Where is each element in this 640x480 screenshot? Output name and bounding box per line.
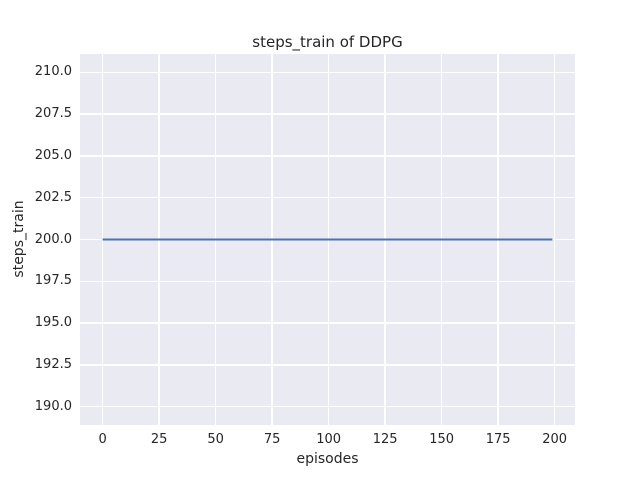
y-gridline: [80, 71, 575, 74]
y-gridline: [80, 364, 575, 366]
x-tick-label: 150: [429, 432, 455, 447]
y-tick-label: 190.0: [34, 398, 72, 414]
y-gridline: [80, 322, 575, 324]
y-tick-label: 195.0: [34, 315, 72, 331]
y-tick-label: 207.5: [34, 106, 72, 122]
x-tick-label: 50: [207, 432, 224, 447]
x-tick-label: 175: [485, 432, 511, 447]
x-tick-label: 125: [372, 432, 398, 447]
y-gridline: [80, 280, 575, 283]
y-tick-label: 197.5: [34, 273, 72, 289]
x-tick-label: 100: [316, 432, 342, 447]
y-tick-label: 200.0: [34, 231, 72, 247]
chart-title: steps_train of DDPG: [252, 33, 403, 51]
x-tick-label: 25: [150, 432, 168, 447]
x-tick-label: 75: [263, 432, 281, 447]
y-tick-label: 205.0: [34, 147, 72, 163]
x-tick-label: 200: [542, 432, 568, 447]
y-gridline: [80, 113, 575, 115]
y-gridline: [80, 405, 575, 408]
y-gridline: [80, 155, 575, 157]
y-tick-label: 202.5: [34, 189, 72, 205]
line-series-svg: [102, 238, 553, 241]
y-tick-label: 192.5: [34, 356, 72, 372]
y-gridline: [80, 196, 575, 199]
plot-area: [80, 54, 575, 425]
y-tick-label: 210.0: [34, 64, 72, 80]
x-axis-label: episodes: [296, 451, 359, 467]
x-tick-label: 0: [98, 432, 107, 447]
